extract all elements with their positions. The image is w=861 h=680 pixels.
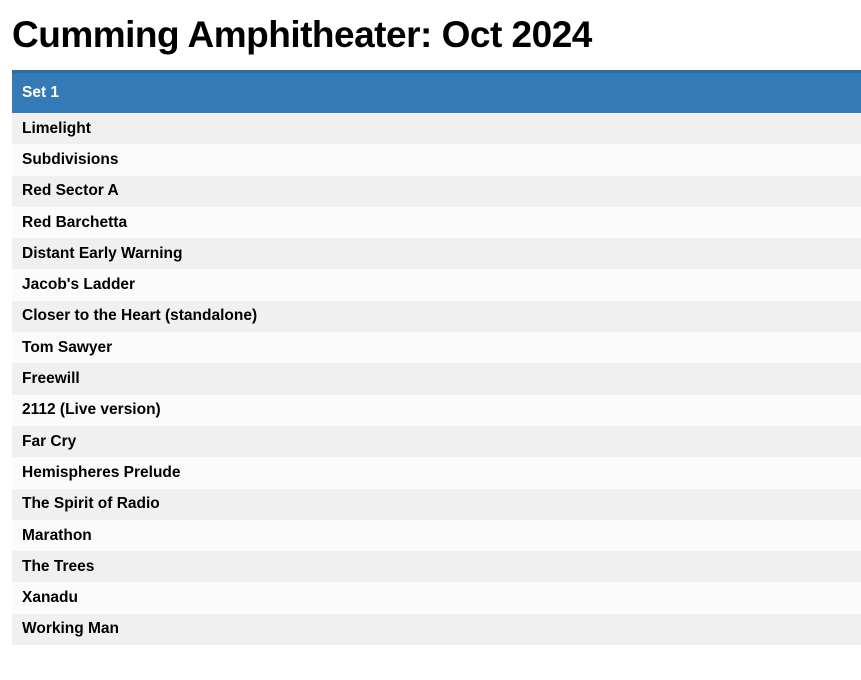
song-row: Red Barchetta xyxy=(12,206,861,239)
song-row: Distant Early Warning xyxy=(12,238,861,270)
song-title: Tom Sawyer xyxy=(22,338,113,356)
song-title: Jacob's Ladder xyxy=(22,276,136,294)
song-row: 2112 (Live version) xyxy=(12,394,861,426)
song-title: The Spirit of Radio xyxy=(22,495,160,513)
setlist-header-label: Set 1 xyxy=(22,84,60,101)
song-title: Distant Early Warning xyxy=(22,244,183,262)
song-title: Far Cry xyxy=(22,432,77,450)
song-title: 2112 (Live version) xyxy=(22,401,161,419)
song-row: Working Man xyxy=(12,613,861,646)
song-row: Subdivisions xyxy=(12,144,861,176)
song-row: Closer to the Heart (standalone) xyxy=(12,300,861,333)
song-title: Hemispheres Prelude xyxy=(22,463,181,481)
song-title: Subdivisions xyxy=(22,150,119,168)
song-row: Tom Sawyer xyxy=(12,332,861,364)
song-row: Marathon xyxy=(12,519,861,552)
song-title: Xanadu xyxy=(22,589,78,607)
song-row: Freewill xyxy=(12,363,861,395)
song-row: Red Sector A xyxy=(12,175,861,207)
setlist-header-row: Set 1 xyxy=(12,70,861,113)
song-title: Limelight xyxy=(22,119,91,137)
song-title: Closer to the Heart (standalone) xyxy=(22,307,258,325)
song-row: Xanadu xyxy=(12,582,861,614)
song-title: Red Barchetta xyxy=(22,213,128,231)
setlist-table: Set 1 Limelight Subdivisions Red Sector … xyxy=(12,70,861,646)
page-title: Cumming Amphitheater: Oct 2024 xyxy=(12,14,592,55)
setlist-body: Limelight Subdivisions Red Sector A Red … xyxy=(12,113,861,646)
song-title: Red Sector A xyxy=(22,182,119,200)
song-row: Limelight xyxy=(12,113,861,145)
song-row: The Spirit of Radio xyxy=(12,488,861,520)
song-row: Far Cry xyxy=(12,425,861,458)
song-title: Marathon xyxy=(22,526,92,544)
song-title: The Trees xyxy=(22,557,95,575)
song-row: The Trees xyxy=(12,551,861,583)
song-title: Working Man xyxy=(22,620,120,638)
song-title: Freewill xyxy=(22,370,80,388)
song-row: Hemispheres Prelude xyxy=(12,457,861,489)
song-row: Jacob's Ladder xyxy=(12,269,861,301)
